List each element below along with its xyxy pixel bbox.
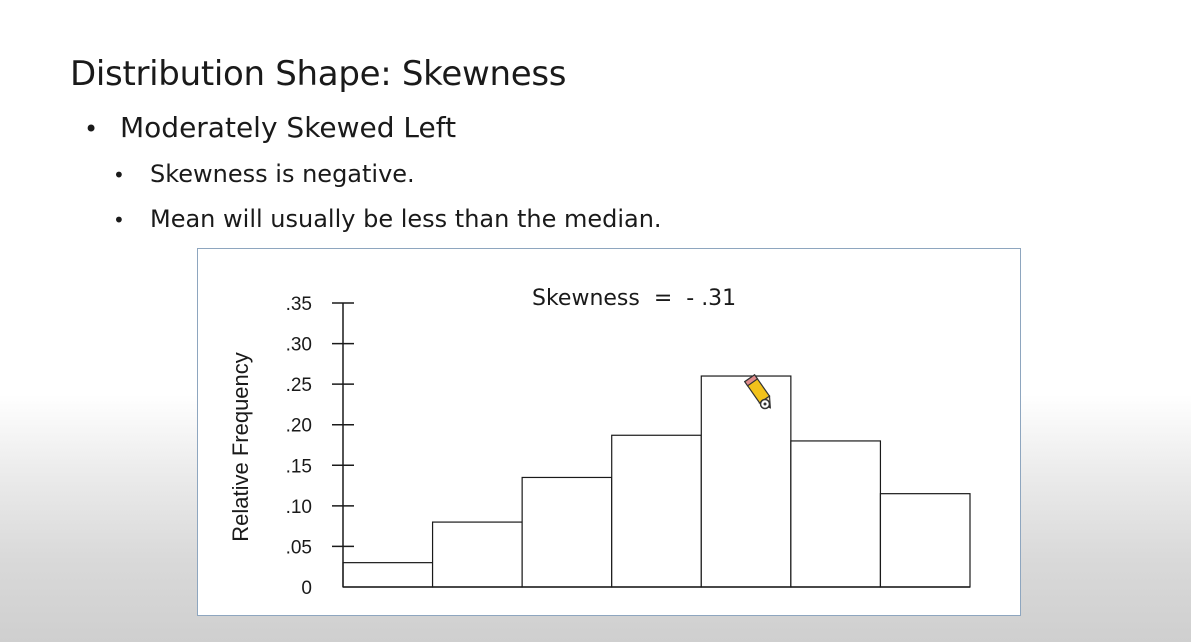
histogram-bar <box>700 375 792 588</box>
subbullet-skewness-negative: • Skewness is negative. <box>113 160 415 188</box>
y-tick-label: .25 <box>286 375 312 396</box>
y-tick-label: 0 <box>301 578 312 599</box>
subbullet-text: Mean will usually be less than the media… <box>150 205 662 233</box>
histogram-bar <box>611 434 702 588</box>
y-tick-label: .15 <box>286 456 312 477</box>
bullet-dot-icon: • <box>84 115 99 143</box>
bullet-moderately-skewed-left: • Moderately Skewed Left <box>84 111 456 144</box>
y-tick-label: .10 <box>286 497 312 518</box>
skewness-annotation: Skewness = - .31 <box>532 286 736 311</box>
histogram-bar <box>431 521 523 588</box>
pencil-cursor-icon <box>743 373 771 410</box>
histogram-bar <box>521 476 613 588</box>
histogram-bar <box>879 493 971 588</box>
bullet-dot-icon: • <box>113 208 125 232</box>
bullet-dot-icon: • <box>113 163 125 187</box>
y-tick-label: .05 <box>286 537 312 558</box>
bullet-text: Moderately Skewed Left <box>120 111 457 144</box>
y-tick-label: .30 <box>286 335 312 356</box>
y-tick-label: .20 <box>286 416 312 437</box>
histogram-bar <box>790 440 882 588</box>
subbullet-text: Skewness is negative. <box>150 160 415 188</box>
histogram-bar <box>342 562 434 588</box>
slide-title: Distribution Shape: Skewness <box>70 54 567 94</box>
y-axis-label: Relative Frequency <box>228 352 253 542</box>
histogram-chart: 0 .05 .10 .15 .20 .25 .30 .35 Relative Frequency… <box>228 286 971 599</box>
subbullet-mean-vs-median: • Mean will usually be less than the med… <box>113 205 662 233</box>
y-tick-label: .35 <box>286 294 312 315</box>
histogram-figure: 0 .05 .10 .15 .20 .25 .30 .35 Relative Frequency… <box>197 248 1021 616</box>
